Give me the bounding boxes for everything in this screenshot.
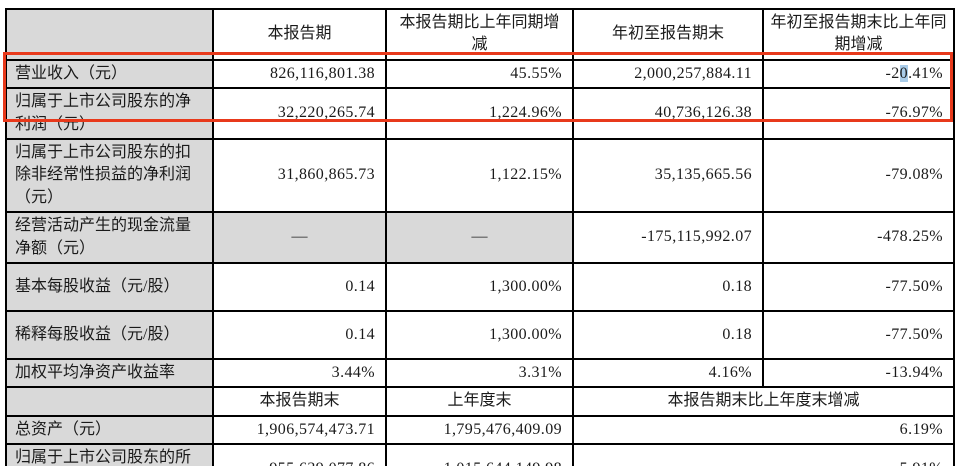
- label-net-profit-excl-nonrecurring: 归属于上市公司股东的扣除非经常性损益的净利润（元）: [5, 137, 214, 214]
- header-current-period: 本报告期: [212, 8, 387, 61]
- row-weighted-avg-roe: 加权平均净资产收益率 3.44% 3.31% 4.16% -13.94%: [5, 357, 955, 389]
- cell-diluted-eps-ytd: 0.18: [572, 309, 764, 360]
- header-change-vs-prev-yearend: 本报告期末比上年度末增减: [572, 386, 955, 417]
- header-period-yoy-change: 本报告期比上年同期增减: [385, 8, 574, 61]
- label-operating-cash-flow: 经营活动产生的现金流量净额（元）: [5, 211, 214, 264]
- header-ytd-yoy-change: 年初至报告期末比上年同期增减: [762, 8, 955, 61]
- cell-equity-change: -5.91%: [572, 443, 955, 466]
- cell-basic-eps-current: 0.14: [212, 261, 387, 312]
- label-shareholders-equity: 归属于上市公司股东的所有者权益（元）: [5, 443, 214, 466]
- cell-basic-eps-ytd: 0.18: [572, 261, 764, 312]
- cell-roe-current: 3.44%: [212, 357, 387, 389]
- cell-revenue-current: 826,116,801.38: [212, 58, 387, 90]
- label-operating-revenue: 营业收入（元）: [5, 58, 214, 90]
- row-net-profit-excl-nonrecurring: 归属于上市公司股东的扣除非经常性损益的净利润（元） 31,860,865.73 …: [5, 137, 955, 214]
- cell-revenue-ytd: 2,000,257,884.11: [572, 58, 764, 90]
- row-basic-eps: 基本每股收益（元/股） 0.14 1,300.00% 0.18 -77.50%: [5, 261, 955, 312]
- cell-cash-flow-ytd-yoy: -478.25%: [762, 211, 955, 264]
- cell-roe-ytd: 4.16%: [572, 357, 764, 389]
- cell-net-profit-yoy: 1,224.96%: [385, 87, 574, 140]
- cell-total-assets-end: 1,906,574,473.71: [212, 414, 387, 446]
- corner-empty-cell-2: [5, 386, 214, 417]
- cell-equity-prev: 1,015,644,149.98: [385, 443, 574, 466]
- header-end-of-prev-year: 上年度末: [385, 386, 574, 417]
- row-net-profit: 归属于上市公司股东的净利润（元） 32,220,265.74 1,224.96%…: [5, 87, 955, 140]
- value-text: .41%: [908, 64, 943, 82]
- corner-empty-cell: [5, 8, 214, 61]
- row-operating-cash-flow: 经营活动产生的现金流量净额（元） — — -175,115,992.07 -47…: [5, 211, 955, 264]
- row-shareholders-equity: 归属于上市公司股东的所有者权益（元） 955,639,077.86 1,015,…: [5, 443, 955, 466]
- header-row-yearend: 本报告期末 上年度末 本报告期末比上年度末增减: [5, 386, 955, 417]
- cell-equity-end: 955,639,077.86: [212, 443, 387, 466]
- cell-net-profit-ytd-yoy: -76.97%: [762, 87, 955, 140]
- cell-basic-eps-ytd-yoy: -77.50%: [762, 261, 955, 312]
- header-ytd: 年初至报告期末: [572, 8, 764, 61]
- cell-cash-flow-yoy-dash: —: [385, 211, 574, 264]
- cell-cash-flow-ytd: -175,115,992.07: [572, 211, 764, 264]
- row-total-assets: 总资产（元） 1,906,574,473.71 1,795,476,409.09…: [5, 414, 955, 446]
- label-total-assets: 总资产（元）: [5, 414, 214, 446]
- cell-net-profit-ytd: 40,736,126.38: [572, 87, 764, 140]
- cell-total-assets-prev: 1,795,476,409.09: [385, 414, 574, 446]
- cell-total-assets-change: 6.19%: [572, 414, 955, 446]
- cell-excl-ytd-yoy: -79.08%: [762, 137, 955, 214]
- cell-revenue-ytd-yoy: -20.41%: [762, 58, 955, 90]
- cell-excl-current: 31,860,865.73: [212, 137, 387, 214]
- cell-cash-flow-current-dash: —: [212, 211, 387, 264]
- label-diluted-eps: 稀释每股收益（元/股）: [5, 309, 214, 360]
- cell-excl-yoy: 1,122.15%: [385, 137, 574, 214]
- cell-roe-ytd-yoy: -13.94%: [762, 357, 955, 389]
- cell-excl-ytd: 35,135,665.56: [572, 137, 764, 214]
- header-row-period: 本报告期 本报告期比上年同期增减 年初至报告期末 年初至报告期末比上年同期增减: [5, 8, 955, 61]
- label-weighted-avg-roe: 加权平均净资产收益率: [5, 357, 214, 389]
- header-end-of-period: 本报告期末: [212, 386, 387, 417]
- cell-net-profit-current: 32,220,265.74: [212, 87, 387, 140]
- selected-text: 0: [899, 64, 909, 82]
- cell-diluted-eps-current: 0.14: [212, 309, 387, 360]
- cell-diluted-eps-ytd-yoy: -77.50%: [762, 309, 955, 360]
- value-text: -2: [885, 64, 900, 82]
- cell-roe-yoy: 3.31%: [385, 357, 574, 389]
- label-net-profit: 归属于上市公司股东的净利润（元）: [5, 87, 214, 140]
- label-basic-eps: 基本每股收益（元/股）: [5, 261, 214, 312]
- cell-basic-eps-yoy: 1,300.00%: [385, 261, 574, 312]
- cell-revenue-yoy: 45.55%: [385, 58, 574, 90]
- row-diluted-eps: 稀释每股收益（元/股） 0.14 1,300.00% 0.18 -77.50%: [5, 309, 955, 360]
- row-operating-revenue: 营业收入（元） 826,116,801.38 45.55% 2,000,257,…: [5, 58, 955, 90]
- cell-diluted-eps-yoy: 1,300.00%: [385, 309, 574, 360]
- financial-summary-table: 本报告期 本报告期比上年同期增减 年初至报告期末 年初至报告期末比上年同期增减 …: [5, 8, 955, 466]
